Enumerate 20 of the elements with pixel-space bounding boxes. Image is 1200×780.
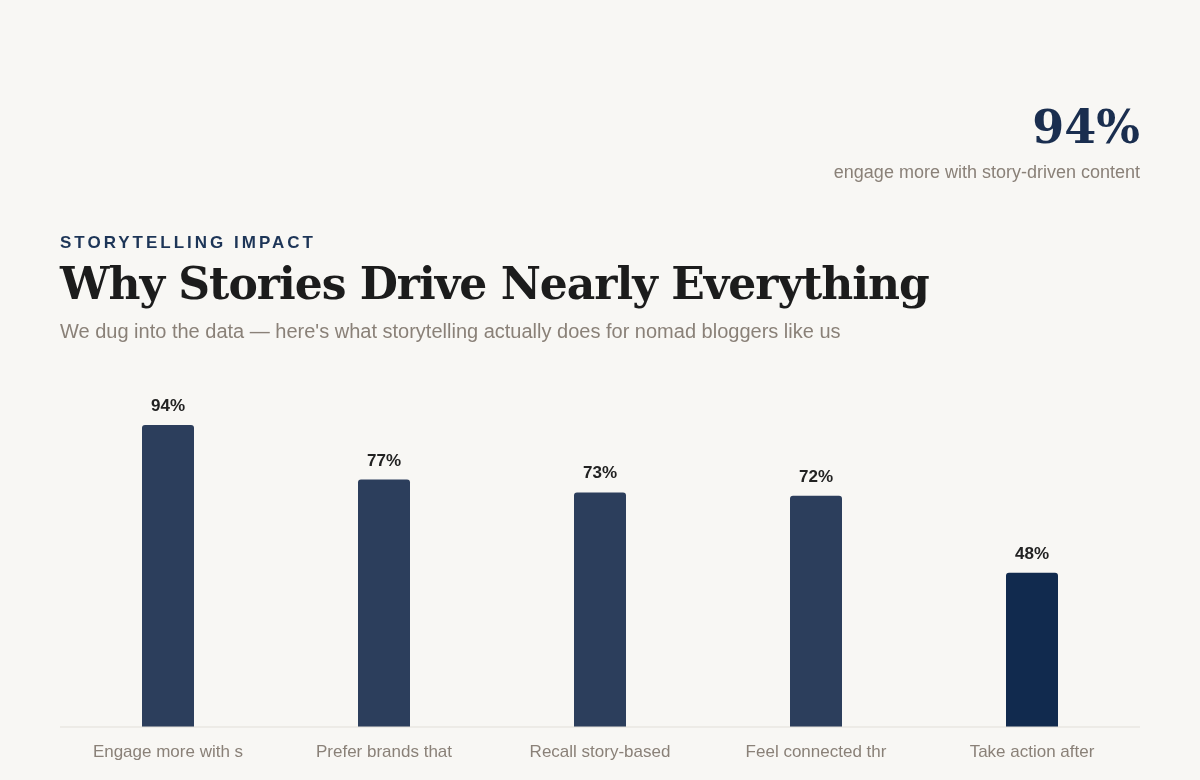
text: STORYTELLING IMPACT: [60, 233, 316, 253]
data-label: 48%: [1014, 543, 1050, 563]
data-label: 77%: [366, 450, 402, 470]
bar: [358, 479, 410, 727]
bar: [1006, 572, 1058, 727]
data-label: 73%: [582, 463, 618, 483]
x-tick-label: Engage more with s: [92, 742, 244, 762]
bar: [574, 492, 626, 727]
x-tick-label: Feel connected thr: [745, 742, 887, 762]
x-tick-label: Prefer brands that: [315, 742, 453, 762]
chart-subtitle: We dug into the data — here's what storytelling actually does for nomad bloggers like us: [60, 320, 841, 343]
text: engage more with story-driven content: [833, 162, 1140, 183]
x-tick-label: Recall story-based: [529, 742, 671, 762]
x-tick-label: Take action after: [969, 742, 1095, 762]
data-label: 72%: [798, 466, 834, 486]
bar: [790, 495, 842, 727]
chart-title: Why Stories Drive Nearly Everything: [60, 258, 929, 309]
text: 94%: [1032, 100, 1140, 154]
bar: [142, 425, 194, 727]
data-label: 94%: [150, 396, 186, 415]
